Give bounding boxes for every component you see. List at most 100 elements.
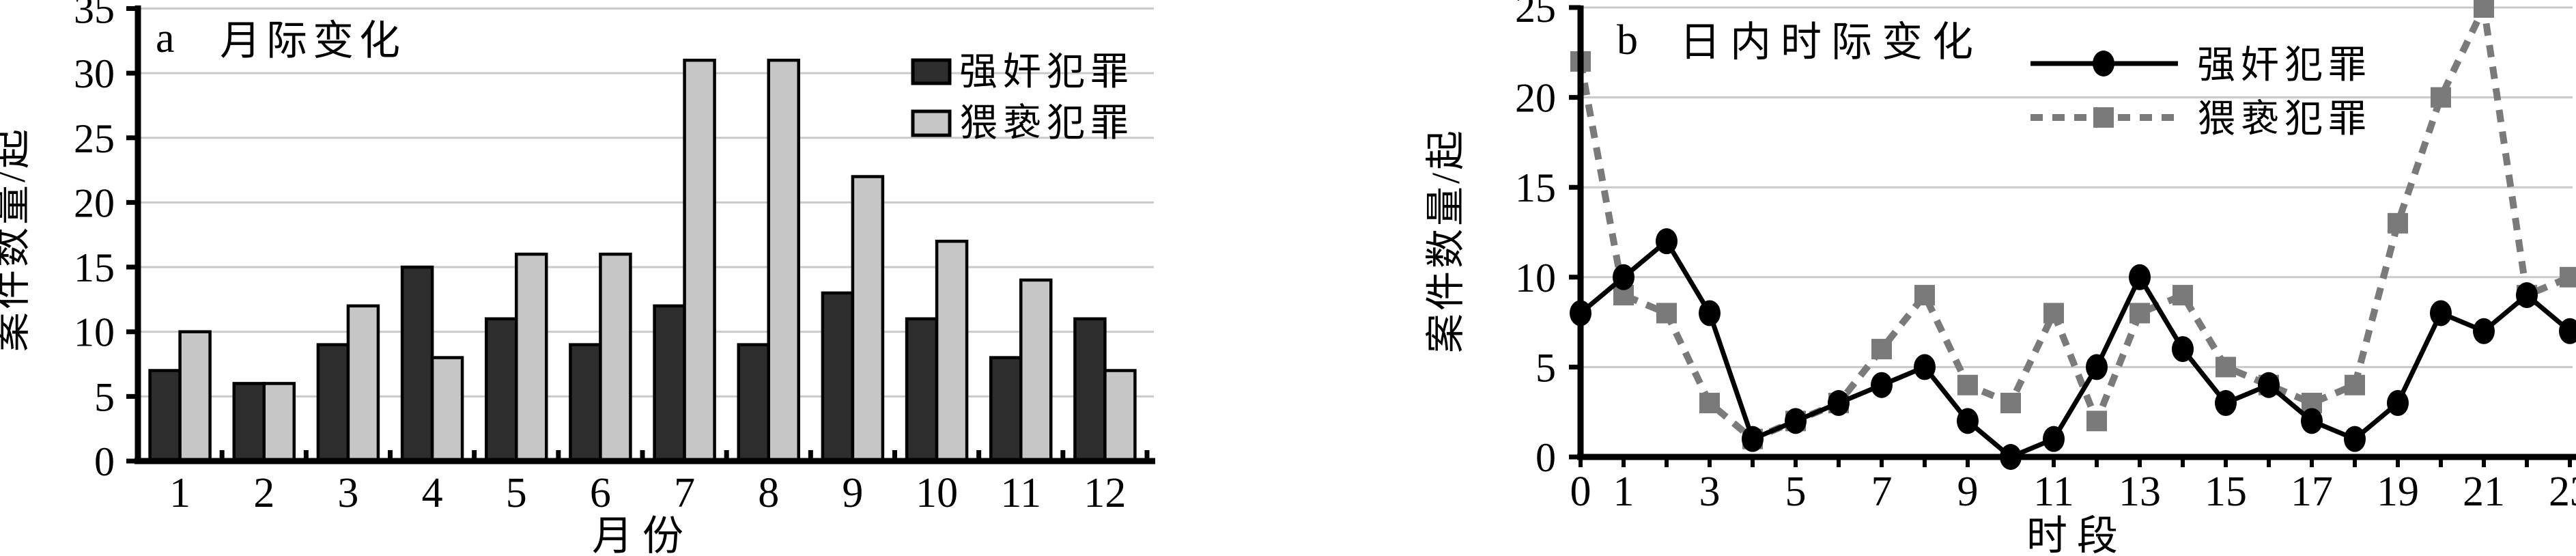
legend-a: 强奸犯罪 猥亵犯罪	[911, 51, 1134, 145]
y-tick-label-a: 5	[94, 374, 115, 419]
legend-label-rape: 强奸犯罪	[959, 51, 1134, 94]
marker-猥亵犯罪-hour-2	[1656, 303, 1677, 324]
x-tick-label-a: 3	[337, 470, 358, 516]
marker-猥亵犯罪-hour-15	[2216, 357, 2236, 378]
bar-强奸犯罪-month-11	[989, 356, 1023, 463]
marker-猥亵犯罪-hour-7	[1871, 339, 1892, 360]
chart-title-a: 月际变化	[220, 18, 406, 64]
marker-强奸犯罪-hour-12	[2086, 354, 2108, 380]
bar-强奸犯罪-month-7	[653, 304, 686, 463]
marker-猥亵犯罪-hour-20	[2431, 87, 2451, 108]
bar-强奸犯罪-month-8	[737, 343, 770, 463]
axes-b	[1577, 5, 2576, 460]
axis-ticks-a	[126, 5, 1150, 464]
x-tick-label-b: 1	[1613, 469, 1634, 515]
bar-强奸犯罪-month-1	[148, 369, 182, 463]
marker-猥亵犯罪-hour-8	[1914, 285, 1935, 306]
legend-swatch-molest	[911, 109, 952, 137]
y-tick-label-a: 30	[74, 51, 115, 96]
marker-强奸犯罪-hour-15	[2215, 390, 2237, 417]
x-tick-label-b: 17	[2291, 469, 2333, 515]
y-tick-labels-b: 0 5 10 15 20 25	[1515, 0, 1556, 480]
x-tick-label-b: 21	[2463, 469, 2505, 515]
marker-强奸犯罪-hour-13	[2129, 264, 2151, 290]
bar-猥亵犯罪-month-10	[935, 239, 969, 463]
axis-ticks-b	[1569, 5, 2572, 467]
x-tick-label-b: 23	[2549, 469, 2576, 515]
marker-猥亵犯罪-hour-19	[2388, 212, 2408, 234]
y-tick-label-a: 0	[94, 439, 115, 484]
marker-强奸犯罪-hour-1	[1613, 264, 1634, 290]
y-tick-label-a: 15	[74, 245, 115, 290]
marker-强奸犯罪-hour-3	[1699, 300, 1721, 326]
x-tick-label-b: 3	[1699, 469, 1721, 515]
marker-强奸犯罪-hour-2	[1656, 228, 1678, 255]
y-axis-title-a: 案件数量/起	[0, 126, 33, 352]
y-tick-label-a: 10	[74, 310, 115, 355]
bar-猥亵犯罪-month-9	[851, 175, 885, 463]
bar-强奸犯罪-month-4	[400, 265, 434, 463]
marker-强奸犯罪-hour-19	[2387, 390, 2409, 417]
x-tick-label-b: 9	[1957, 469, 1979, 515]
bar-猥亵犯罪-month-7	[683, 58, 716, 463]
bar-series-a	[148, 58, 1137, 463]
marker-猥亵犯罪-hour-21	[2474, 0, 2494, 18]
bar-猥亵犯罪-month-12	[1103, 369, 1137, 463]
x-tick-label-a: 1	[169, 470, 190, 516]
y-axis-title-b: 案件数量/起	[1424, 128, 1468, 353]
legend-label-molest: 猥亵犯罪	[2197, 98, 2372, 141]
gridlines-b	[1581, 6, 2573, 368]
marker-猥亵犯罪-hour-18	[2345, 374, 2365, 395]
x-tick-label-a: 7	[674, 470, 695, 516]
x-tick-label-b: 19	[2377, 469, 2419, 515]
panel-label-b: b	[1617, 17, 1638, 64]
marker-猥亵犯罪-hour-14	[2172, 285, 2193, 306]
x-tick-label-b: 11	[2033, 469, 2074, 515]
y-tick-label-a: 35	[74, 0, 115, 31]
y-tick-label-a: 20	[74, 180, 115, 225]
x-tick-label-b: 7	[1871, 469, 1893, 515]
bar-猥亵犯罪-month-2	[262, 382, 296, 463]
marker-强奸犯罪-hour-20	[2430, 300, 2452, 326]
y-tick-label-a: 25	[74, 116, 115, 161]
bar-猥亵犯罪-month-5	[515, 252, 548, 463]
x-tick-label-a: 12	[1084, 470, 1126, 516]
y-tick-label-b: 0	[1535, 435, 1556, 480]
bar-猥亵犯罪-month-11	[1019, 278, 1053, 463]
x-tick-label-b: 15	[2205, 469, 2247, 515]
legend-square-marker	[2093, 107, 2114, 128]
legend-swatch-rape	[911, 58, 952, 85]
x-tick-labels-a: 1 2 3 4 5 6 7 8 9 10 11 12	[169, 470, 1126, 516]
bar-猥亵犯罪-month-8	[767, 58, 800, 463]
x-tick-labels-b: 01357911131517192123	[1570, 469, 2576, 515]
x-tick-label-a: 2	[253, 470, 274, 516]
x-tick-label-b: 0	[1570, 469, 1591, 515]
bar-猥亵犯罪-month-6	[599, 252, 632, 463]
bar-猥亵犯罪-month-4	[430, 356, 464, 463]
bar-猥亵犯罪-month-1	[178, 330, 212, 463]
legend-b: 强奸犯罪 猥亵犯罪	[2030, 44, 2372, 141]
marker-猥亵犯罪-hour-12	[2086, 411, 2107, 432]
marker-猥亵犯罪-hour-11	[2043, 303, 2064, 324]
polyline-强奸犯罪	[1579, 237, 2572, 460]
bar-强奸犯罪-month-9	[821, 291, 855, 463]
marker-强奸犯罪-hour-16	[2258, 372, 2280, 398]
marker-猥亵犯罪-hour-10	[2000, 393, 2021, 414]
marker-强奸犯罪-hour-7	[1871, 372, 1893, 398]
marker-强奸犯罪-hour-8	[1914, 354, 1936, 380]
bar-强奸犯罪-month-10	[905, 317, 939, 463]
bar-猥亵犯罪-month-3	[346, 304, 380, 463]
bar-强奸犯罪-month-12	[1073, 317, 1107, 463]
x-tick-label-b: 13	[2119, 469, 2161, 515]
y-tick-label-b: 10	[1515, 255, 1556, 301]
marker-强奸犯罪-hour-4	[1742, 426, 1764, 452]
marker-强奸犯罪-hour-11	[2043, 426, 2065, 452]
gridlines-a	[138, 7, 1154, 398]
marker-强奸犯罪-hour-9	[1957, 408, 1979, 434]
bar-强奸犯罪-month-6	[569, 343, 602, 463]
x-tick-label-a: 8	[758, 470, 779, 516]
marker-强奸犯罪-hour-14	[2172, 336, 2194, 363]
x-tick-label-a: 5	[506, 470, 527, 516]
